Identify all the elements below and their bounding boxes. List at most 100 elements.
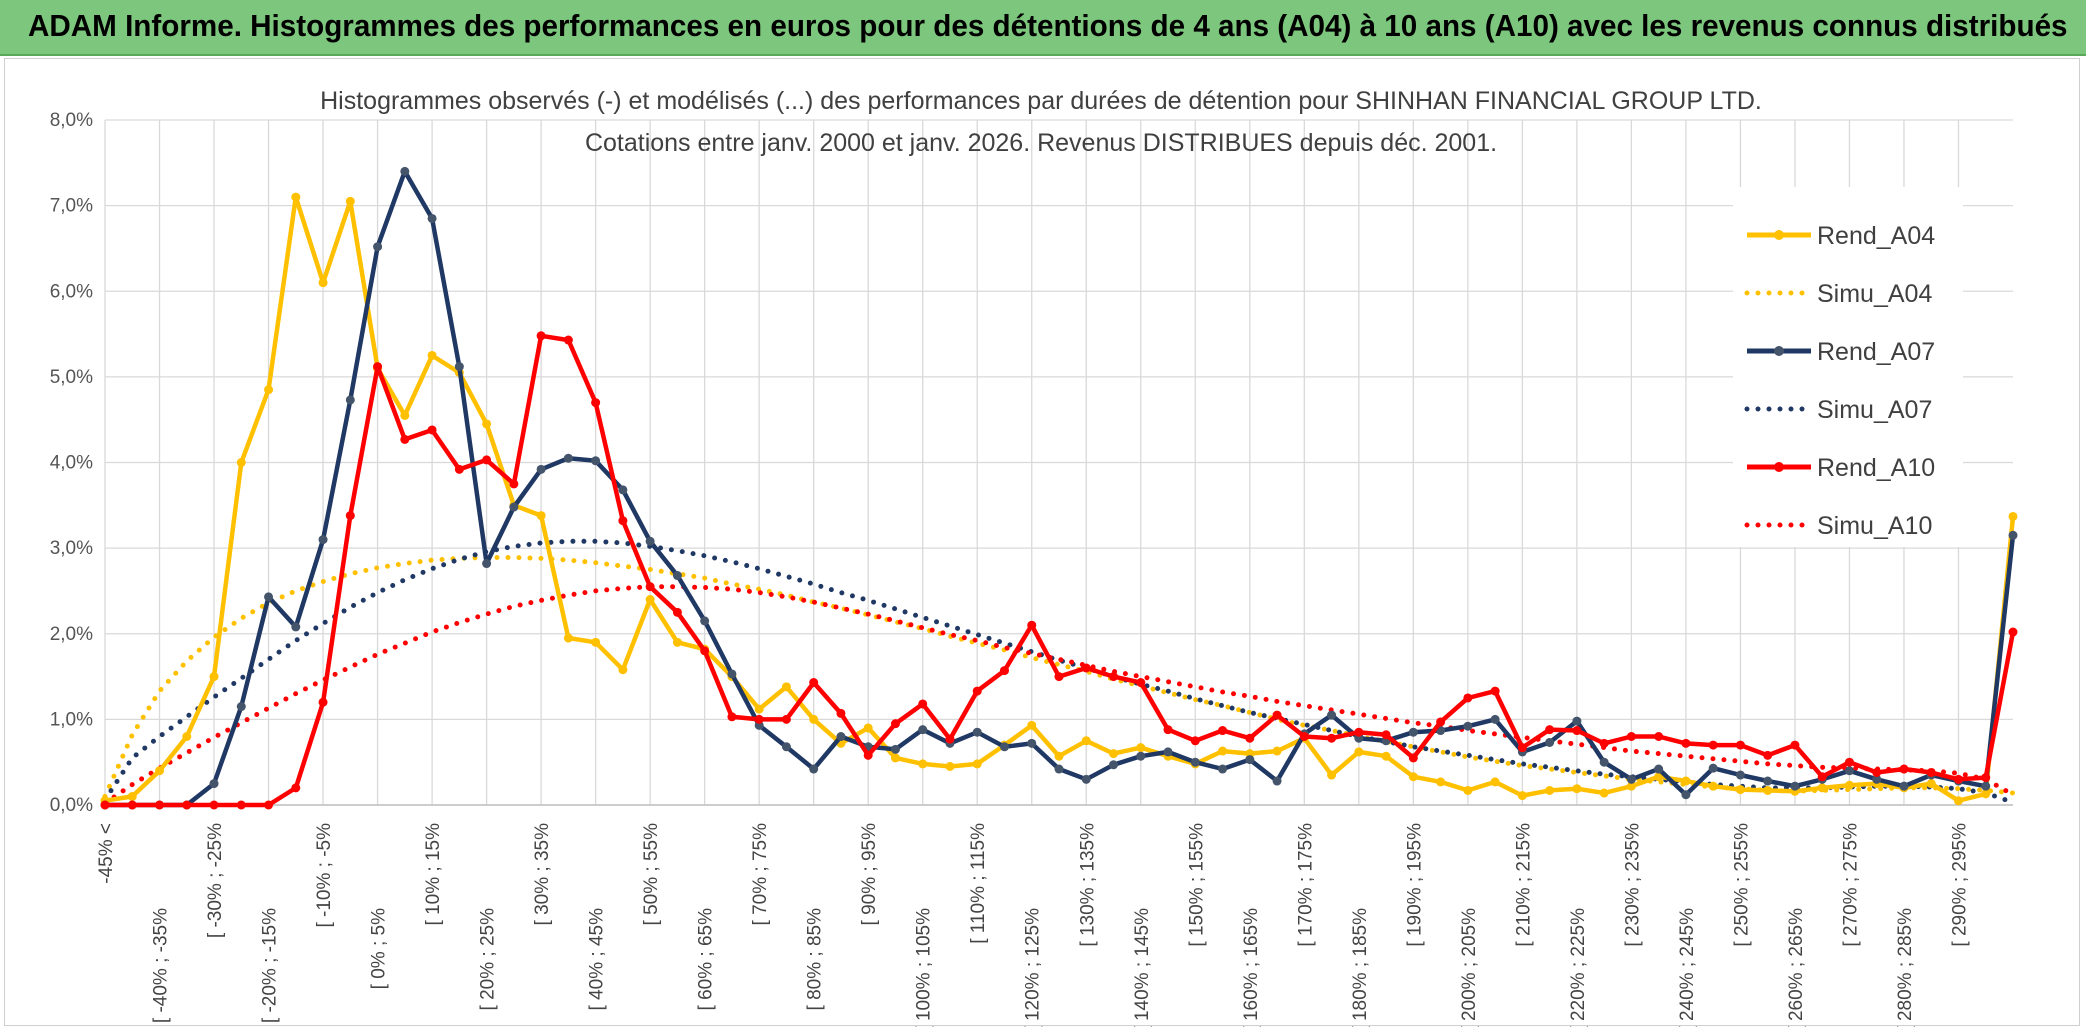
data-point [618,516,628,526]
data-point [1626,781,1636,791]
data-point [1517,791,1527,801]
data-point [345,196,355,206]
data-point [1735,770,1745,780]
data-point [482,455,492,465]
data-point [700,616,710,626]
legend-label: Simu_A10 [1817,512,1932,540]
data-point [863,723,873,733]
x-tick-label: [ 60% ; 65% [696,908,717,1011]
series-layer [100,166,2018,810]
data-point [1681,776,1691,786]
data-point [1163,747,1173,757]
series-line-Simu_A10 [102,584,2016,806]
data-point [1245,733,1255,743]
chart-subtitle: Cotations entre janv. 2000 et janv. 2026… [585,129,1497,157]
legend-item-Simu_A04: Simu_A04 [1744,280,1932,308]
data-point [2008,627,2018,637]
data-point [1981,781,1991,791]
data-point [536,464,546,474]
data-point [591,398,601,408]
data-point [427,425,437,435]
data-point [318,535,328,545]
data-point [563,453,573,463]
data-point [1817,783,1827,793]
x-tick-label: [ 200% ; 205% [1459,908,1480,1027]
data-point [1626,774,1636,784]
data-point [1517,743,1527,753]
legend-label: Rend_A07 [1817,338,1935,366]
data-point [1626,732,1636,741]
x-tick-label: [ 100% ; 105% [914,908,935,1027]
data-point [1981,789,1991,799]
data-point [1190,736,1200,746]
data-point [618,485,628,495]
series-Simu_A10 [102,584,2016,806]
data-point [1953,774,1963,784]
legend-marker [1774,230,1784,240]
data-point [1163,725,1173,735]
data-point [1190,757,1200,767]
data-point [1899,781,1909,791]
x-tick-label: -45% < [96,823,117,884]
data-point [1926,767,1936,777]
data-point [1490,777,1500,787]
data-point [2008,530,2018,540]
series-line-Rend_A04 [104,194,2016,803]
data-point [781,682,791,692]
data-point [1953,796,1963,806]
data-point [809,764,819,774]
data-point [155,800,165,810]
data-point [1081,736,1091,746]
data-point [1490,714,1500,724]
x-tick-label: [ 0% ; 5% [369,908,390,989]
data-point [1218,726,1228,736]
x-tick-label: [ 160% ; 165% [1241,908,1262,1027]
data-point [1381,751,1391,761]
data-point [918,759,928,769]
legend-item-Rend_A10: Rend_A10 [1747,454,1935,482]
data-point [1599,757,1609,767]
data-point [1899,764,1909,774]
data-point [945,734,955,744]
y-tick-label: 8,0% [50,110,93,131]
data-point [100,800,110,810]
series-Simu_A07 [102,538,2016,805]
data-point [727,712,737,722]
data-point [1572,726,1582,736]
data-point [999,666,1009,676]
data-point [1708,740,1718,750]
data-point [1926,779,1936,789]
data-point [809,678,819,688]
chart-grid [104,119,2013,806]
legend-label: Simu_A07 [1817,396,1932,424]
data-point [863,750,873,760]
data-point [1327,733,1337,743]
data-point [291,622,301,632]
data-point [1327,710,1337,720]
data-point [1272,710,1282,720]
series-line-Rend_A07 [105,169,2016,808]
data-point [781,742,791,752]
data-point [1681,790,1691,800]
data-point [700,646,710,656]
data-point [1054,751,1064,761]
legend-label: Simu_A04 [1817,280,1932,308]
data-point [754,714,764,724]
data-point [1790,740,1800,750]
data-point [1681,738,1691,748]
data-point [1054,672,1064,682]
data-point [400,410,410,420]
data-point [1763,750,1773,760]
y-axis-tick-labels: 0,0% 1,0% 2,0% 3,0% 4,0% 5,0% 6,0% 7,0% 8,0% [50,110,93,816]
data-point [1735,785,1745,795]
x-tick-label: [ 120% ; 125% [1023,908,1044,1027]
legend-item-Rend_A04: Rend_A04 [1747,222,1935,250]
data-point [1136,751,1146,761]
y-tick-label: 4,0% [50,453,93,474]
data-point [1463,693,1473,703]
data-point [1545,737,1555,747]
legend-item-Simu_A07: Simu_A07 [1744,396,1932,424]
data-point [1763,776,1773,786]
data-point [972,759,982,769]
x-tick-label: [ 40% ; 45% [587,908,608,1011]
